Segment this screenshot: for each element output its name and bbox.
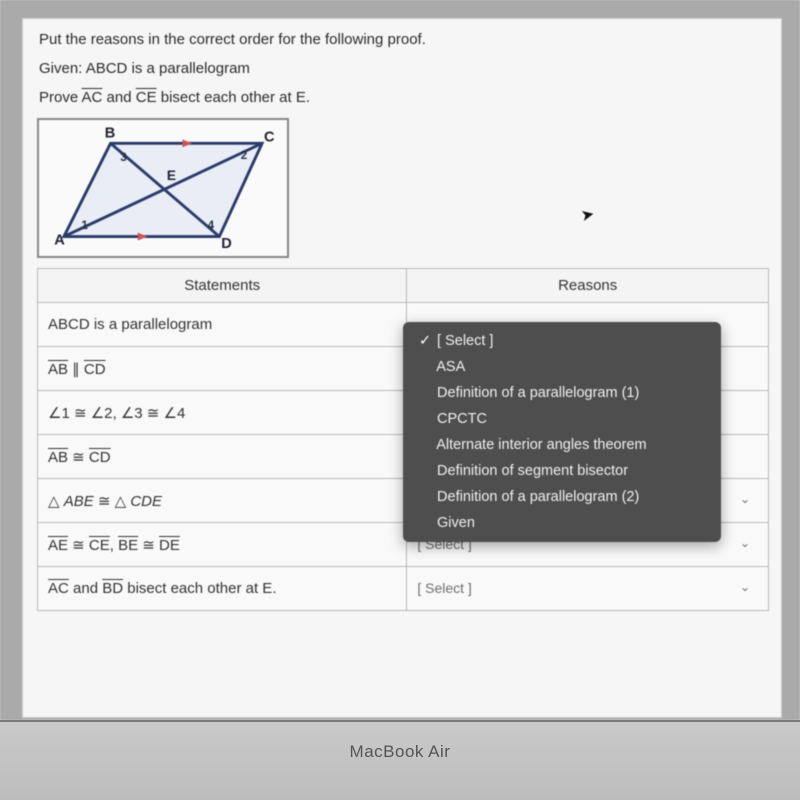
dropdown-item[interactable]: Definition of segment bisector [403, 458, 721, 484]
check-icon: ✓ [419, 333, 433, 349]
statement-cell: ABCD is a parallelogram [38, 303, 407, 347]
svg-text:B: B [105, 125, 116, 141]
dropdown-item[interactable]: Definition of a parallelogram (1) [403, 380, 721, 406]
table-row: AC and BD bisect each other at E.[ Selec… [38, 567, 769, 611]
dropdown-item[interactable]: Given [403, 510, 721, 536]
header-reasons: Reasons [407, 269, 769, 303]
svg-text:3: 3 [120, 151, 127, 164]
dropdown-item[interactable]: ✓ [ Select ] [403, 328, 721, 354]
svg-text:C: C [264, 129, 275, 145]
quiz-page: Put the reasons in the correct order for… [22, 18, 782, 718]
statement-cell: AE ≅ CE, BE ≅ DE [38, 523, 407, 567]
keyboard-deck: MacBook Air [0, 720, 800, 800]
cursor-icon: ➤ [579, 204, 596, 226]
chevron-down-icon: ⌄ [740, 536, 750, 550]
chevron-down-icon: ⌄ [740, 492, 750, 506]
parallelogram-figure: 1 3 2 4 A B C D E [37, 118, 289, 258]
dropdown-item[interactable]: Definition of a parallelogram (2) [403, 484, 721, 510]
prompt-line-1: Put the reasons in the correct order for… [39, 31, 765, 48]
prompt-line-2: Given: ABCD is a parallelogram [39, 60, 765, 77]
statement-cell: ∠1 ≅ ∠2, ∠3 ≅ ∠4 [38, 391, 407, 435]
chevron-down-icon: ⌄ [740, 580, 750, 594]
dropdown-item[interactable]: CPCTC [403, 406, 721, 432]
statement-cell: AB ∥ CD [38, 347, 407, 391]
reason-dropdown[interactable]: ✓ [ Select ] ASA Definition of a paralle… [403, 322, 721, 542]
svg-text:4: 4 [208, 219, 215, 232]
dropdown-item[interactable]: Alternate interior angles theorem [403, 432, 721, 458]
svg-text:D: D [221, 236, 232, 252]
header-statements: Statements [38, 269, 407, 303]
dropdown-item[interactable]: ASA [403, 354, 721, 380]
statement-cell: AC and BD bisect each other at E. [38, 567, 407, 611]
svg-text:E: E [167, 168, 176, 183]
screen-frame: Put the reasons in the correct order for… [0, 0, 800, 720]
statement-cell: △ ABE ≅ △ CDE [38, 479, 407, 523]
reason-select[interactable]: [ Select ]⌄ [407, 567, 769, 611]
svg-text:2: 2 [241, 149, 248, 162]
svg-text:A: A [54, 232, 65, 248]
svg-text:1: 1 [81, 219, 88, 232]
device-label: MacBook Air [0, 722, 800, 762]
prompt-line-3: Prove AC and CE bisect each other at E. [39, 89, 765, 106]
statement-cell: AB ≅ CD [38, 435, 407, 479]
